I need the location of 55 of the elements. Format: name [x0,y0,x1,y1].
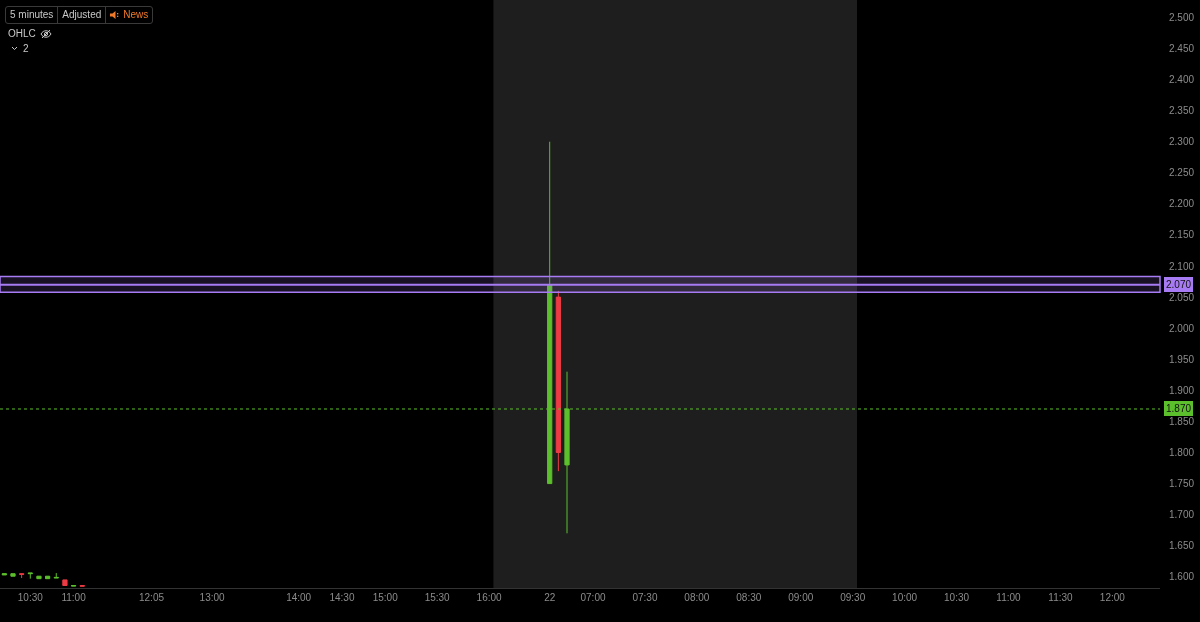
y-tick-label: 2.250 [1169,167,1195,179]
y-tick-label: 2.400 [1169,74,1195,86]
x-tick-label: 14:30 [329,592,355,603]
y-tick-label: 1.900 [1169,384,1195,396]
x-tick-label: 08:30 [736,592,762,603]
annotation: News [123,8,149,22]
y-tick-label: 2.300 [1169,136,1195,148]
y-tick-label: 2.050 [1169,291,1195,303]
x-tick-label: 09:30 [840,592,866,603]
y-tick-label: 1.800 [1169,447,1195,458]
candlestick [36,575,42,580]
x-tick-label: 11:00 [996,592,1022,603]
candlestick [27,572,33,580]
y-tick-label: 2.200 [1169,198,1195,210]
y-tick-label: 2.150 [1169,229,1195,241]
y-tick-label: 1.850 [1169,415,1195,427]
x-tick-label: 07:00 [580,592,606,603]
y-tick-label: 2.000 [1169,322,1195,334]
annotation: Adjusted [57,7,106,23]
x-tick-label: 15:30 [424,592,451,603]
x-tick-label: 09:00 [788,592,814,603]
y-tick-label: 2.450 [1169,42,1195,54]
candlestick [53,572,59,579]
y-tick-label: 1.600 [1169,571,1195,583]
y-tick-label: 1.750 [1169,478,1195,490]
x-tick-label: 10:30 [17,592,44,603]
y-tick-label: 2.100 [1169,260,1195,272]
annotation: OHLC [8,28,36,39]
x-tick-label: 22 [544,592,556,603]
x-tick-label: 13:00 [199,592,226,603]
candlestick [10,573,16,577]
x-tick-label: 07:30 [632,592,658,603]
x-tick-label: 10:30 [944,592,970,603]
annotation: 5 minutes [9,8,55,22]
annotation: 2 [23,43,29,54]
ref-line-label: 1.870 [1166,403,1192,414]
x-tick-label: 14:00 [286,592,312,603]
x-tick-label: 12:00 [1099,592,1126,603]
y-tick-label: 1.700 [1169,509,1195,521]
candlestick [555,290,561,472]
ref-line-label: 2.070 [1166,279,1192,290]
x-tick-label: 15:00 [372,592,399,603]
candlestick [19,573,25,579]
y-tick-label: 2.350 [1169,105,1195,117]
x-tick-label: 11:00 [61,592,87,603]
x-tick-label: 16:00 [476,592,503,603]
candlestick [1,573,7,576]
y-tick-label: 1.650 [1169,540,1195,552]
x-tick-label: 12:05 [138,592,165,603]
x-tick-label: 10:00 [892,592,918,603]
y-tick-label: 2.500 [1169,11,1195,23]
x-tick-label: 11:30 [1048,592,1074,603]
y-tick-label: 1.950 [1169,353,1195,365]
candlestick [62,579,68,587]
x-tick-label: 08:00 [684,592,710,603]
